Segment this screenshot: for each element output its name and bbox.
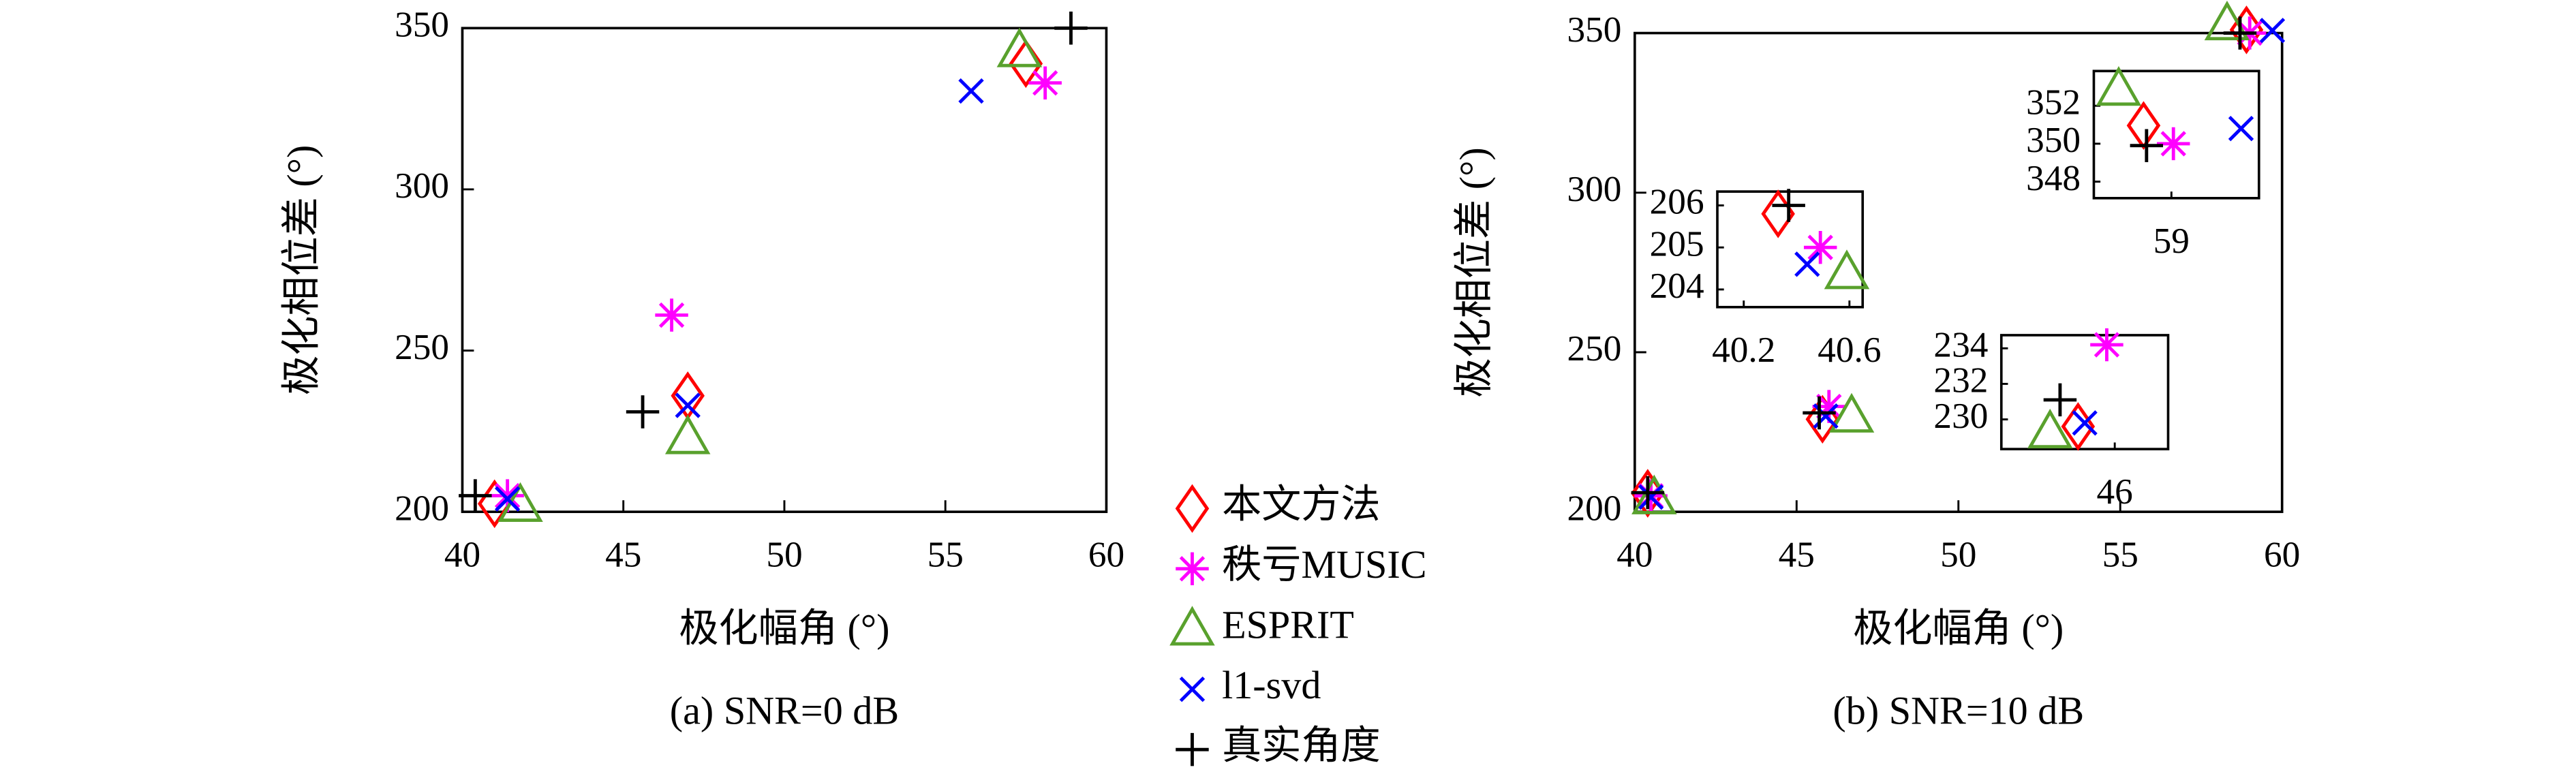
y-tick-label: 352 — [2026, 82, 2081, 122]
y-tick-label: 234 — [1933, 324, 1988, 364]
marker-triangle — [1828, 392, 1875, 433]
y-tick-label: 348 — [2026, 158, 2081, 198]
marker-plus — [2043, 383, 2077, 417]
y-tick-label: 204 — [1650, 266, 1704, 306]
legend-label: 本文方法 — [1222, 482, 1381, 527]
y-tick-label: 250 — [1567, 328, 1622, 369]
marker-plus — [1803, 396, 1836, 430]
x-tick-label: 60 — [2264, 534, 2300, 574]
marker-asterisk — [491, 479, 524, 512]
y-tick-label: 250 — [395, 327, 449, 367]
marker-plus — [1772, 189, 1805, 222]
legend-marker — [1176, 732, 1209, 766]
marker-x — [958, 78, 984, 104]
x-tick-label: 50 — [766, 534, 802, 574]
legend-marker — [1175, 484, 1210, 533]
x-axis-label: 极化幅角 (°) — [1853, 606, 2064, 650]
legend-marker — [1179, 677, 1206, 702]
x-tick-label: 60 — [1088, 534, 1124, 574]
x-tick-label: 40 — [444, 534, 480, 574]
marker-x — [675, 392, 701, 418]
x-axis-label: 极化幅角 (°) — [679, 606, 889, 650]
legend-label: 真实角度 — [1222, 723, 1381, 767]
marker-plus — [2130, 129, 2164, 162]
marker-asterisk — [2156, 127, 2190, 161]
plot-area — [461, 27, 1108, 514]
marker-plus — [2223, 16, 2257, 50]
y-tick-label: 230 — [1933, 396, 1988, 436]
y-tick-label: 300 — [1567, 169, 1622, 209]
marker-asterisk — [1803, 230, 1837, 264]
marker-x — [2259, 18, 2286, 44]
marker-x — [1794, 251, 1820, 277]
x-tick-label: 46 — [2097, 471, 2133, 512]
x-tick-label: 45 — [1779, 534, 1815, 574]
caption: (b) SNR=10 dB — [1833, 689, 2084, 733]
inset-area — [1999, 334, 2170, 450]
legend-label: l1-svd — [1222, 663, 1321, 707]
inset-area — [2092, 69, 2260, 200]
y-tick-label: 350 — [2026, 120, 2081, 160]
marker-x — [2072, 410, 2098, 436]
x-tick-label: 50 — [1940, 534, 1976, 574]
marker-plus — [459, 479, 492, 512]
marker-x — [1638, 484, 1664, 510]
marker-plus — [1054, 12, 1088, 45]
marker-triangle — [664, 414, 711, 454]
y-tick-label: 200 — [1567, 488, 1622, 528]
marker-asterisk — [655, 298, 688, 332]
legend-label: ESPRIT — [1222, 603, 1354, 647]
x-tick-label: 55 — [927, 534, 964, 574]
x-tick-label: 59 — [2153, 221, 2190, 261]
x-tick-label: 40.6 — [1818, 330, 1881, 370]
y-tick-label: 350 — [1567, 10, 1622, 50]
marker-triangle — [1631, 474, 1677, 514]
y-tick-label: 300 — [395, 166, 449, 206]
marker-asterisk — [2090, 328, 2123, 362]
marker-triangle — [1824, 249, 1870, 290]
marker-asterisk — [1812, 390, 1846, 423]
marker-triangle — [2204, 0, 2250, 41]
legend-marker — [1169, 606, 1215, 646]
legend-marker — [1176, 552, 1209, 586]
marker-x — [2228, 115, 2254, 142]
x-tick-label: 40.2 — [1712, 330, 1775, 370]
marker-triangle — [2027, 408, 2073, 449]
x-tick-label: 45 — [605, 534, 641, 574]
legend-label: 秩亏MUSIC — [1222, 542, 1426, 587]
x-tick-label: 40 — [1616, 534, 1653, 574]
y-tick-label: 206 — [1650, 182, 1704, 222]
y-tick-label: 205 — [1650, 223, 1704, 264]
marker-x — [494, 486, 521, 512]
y-tick-label: 232 — [1933, 360, 1988, 401]
x-tick-label: 55 — [2102, 534, 2138, 574]
y-tick-label: 200 — [395, 488, 449, 528]
marker-asterisk — [1028, 66, 1062, 99]
marker-triangle — [996, 27, 1043, 67]
y-axis-label: 极化相位差 (°) — [279, 145, 324, 395]
marker-plus — [626, 395, 660, 429]
caption: (a) SNR=0 dB — [670, 689, 899, 733]
marker-triangle — [2096, 66, 2142, 106]
marker-plus — [1631, 476, 1665, 510]
y-tick-label: 350 — [395, 5, 449, 45]
y-axis-label: 极化相位差 (°) — [1452, 147, 1496, 397]
